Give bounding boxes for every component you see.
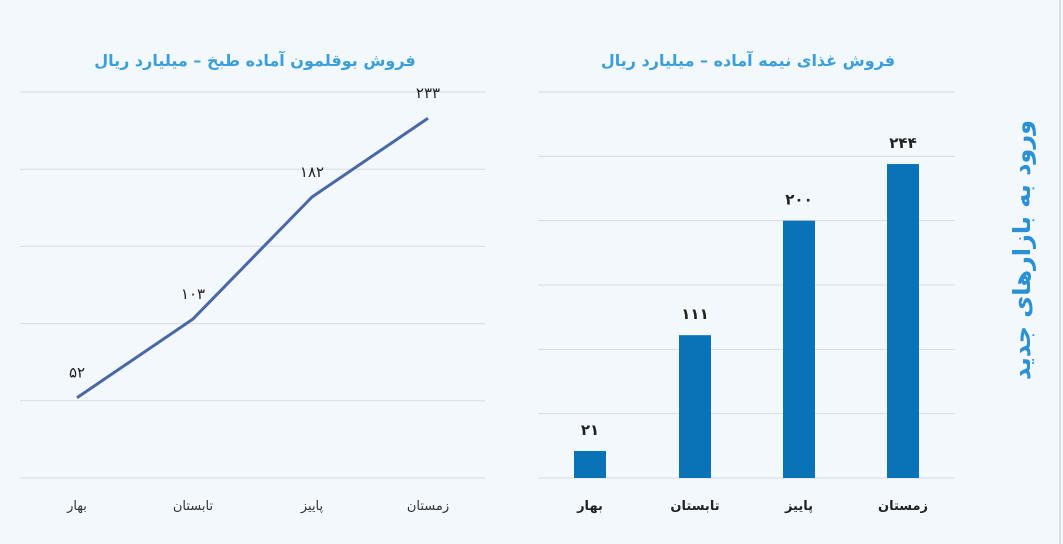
- x-tick-label: زمستان: [407, 499, 449, 514]
- x-tick-label: پاییز: [300, 499, 324, 514]
- x-tick-label: بهار: [66, 499, 87, 514]
- data-label: ۲۰۰: [785, 191, 812, 209]
- x-tick-label: پاییز: [784, 499, 813, 514]
- data-label: ۲۱: [581, 421, 599, 439]
- x-tick-label: زمستان: [878, 499, 928, 514]
- data-label: ۱۱۱: [681, 305, 708, 323]
- data-label: ۵۲: [69, 364, 85, 382]
- x-tick-label: بهار: [576, 499, 603, 514]
- bar: [574, 450, 606, 478]
- bar: [783, 220, 815, 478]
- side-title: ورود به بازارهای جدید: [1008, 120, 1036, 380]
- bar: [887, 164, 919, 478]
- data-label: ۲۴۴: [889, 134, 916, 152]
- data-label: ۲۳۳: [416, 84, 440, 102]
- x-tick-label: تابستان: [173, 499, 214, 514]
- x-tick-label: تابستان: [670, 499, 719, 514]
- line-chart-title: فروش بوقلمون آماده طبخ – میلیارد ریال: [94, 50, 416, 70]
- data-label: ۱۰۳: [181, 285, 205, 303]
- bar-chart: فروش غذای نیمه آماده – میلیارد ریال ۲۱ به…: [538, 50, 955, 514]
- bar-chart-title: فروش غذای نیمه آماده – میلیارد ریال: [601, 50, 895, 70]
- bar: [679, 335, 711, 478]
- data-label: ۱۸۲: [300, 163, 324, 181]
- line-series: [76, 117, 429, 399]
- line-chart: فروش بوقلمون آماده طبخ – میلیارد ریال ۵۲…: [20, 50, 485, 514]
